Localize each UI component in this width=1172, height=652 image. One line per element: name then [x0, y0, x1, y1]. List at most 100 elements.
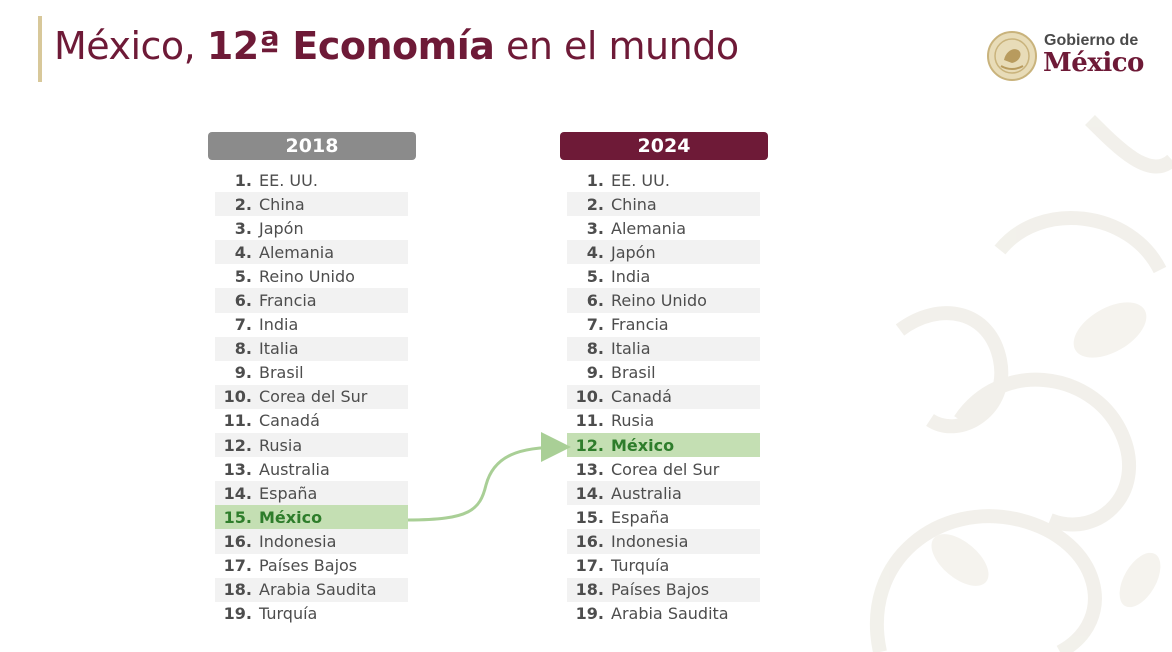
- country-name: Brasil: [259, 363, 304, 383]
- ranking-row: 5. Reino Unido: [215, 264, 408, 288]
- ranking-row: 19. Arabia Saudita: [567, 602, 760, 626]
- title-prefix: México,: [54, 24, 207, 68]
- rank-number: 8.: [234, 339, 252, 359]
- gobierno-logo: Gobierno de México: [986, 28, 1156, 84]
- rank-number: 18.: [223, 580, 252, 600]
- country-name: Australia: [611, 483, 682, 503]
- ranking-row: 17. Países Bajos: [215, 554, 408, 578]
- year-header-2024: 2024: [560, 132, 768, 160]
- ranking-row: 11. Canadá: [215, 409, 408, 433]
- rank-number: 9.: [586, 363, 604, 383]
- rank-number: 3.: [586, 218, 604, 238]
- ranking-2018-column: 2018 1. EE. UU. 2. China 3. Japón 4. Alemania 5.…: [208, 132, 416, 626]
- ranking-row: 14. Australia: [567, 481, 760, 506]
- rank-number: 1.: [586, 170, 604, 190]
- rank-number: 9.: [234, 363, 252, 383]
- rank-number: 11.: [223, 411, 252, 431]
- ranking-row: 3. Japón: [215, 216, 408, 240]
- rank-number: 7.: [586, 315, 604, 335]
- country-name: Italia: [611, 339, 651, 359]
- country-name: México: [611, 435, 675, 455]
- rank-number: 2.: [234, 194, 252, 214]
- logo-line2: México: [1043, 48, 1144, 78]
- country-name: EE. UU.: [259, 170, 318, 190]
- rank-number: 1.: [234, 170, 252, 190]
- rank-number: 17.: [575, 556, 604, 576]
- rank-number: 5.: [586, 266, 604, 286]
- country-name: EE. UU.: [611, 170, 670, 190]
- ranking-row: 9. Brasil: [567, 361, 760, 385]
- rank-number: 3.: [234, 218, 252, 238]
- country-name: México: [259, 507, 323, 527]
- coat-of-arms-icon: [987, 31, 1037, 81]
- ranking-row-highlighted: 12. México: [567, 433, 760, 458]
- country-name: Italia: [259, 339, 299, 359]
- rank-number: 19.: [223, 604, 252, 624]
- country-name: India: [611, 266, 651, 286]
- ranking-row: 10. Canadá: [567, 384, 760, 409]
- rank-number: 13.: [223, 459, 252, 479]
- title-suffix: en el mundo: [494, 24, 739, 68]
- rank-number: 17.: [223, 556, 252, 576]
- ranking-row: 8. Italia: [215, 336, 408, 361]
- rank-number: 10.: [575, 387, 604, 407]
- country-name: Alemania: [611, 218, 687, 238]
- ranking-row: 15. España: [567, 505, 760, 529]
- rank-number: 10.: [223, 387, 252, 407]
- country-name: China: [611, 194, 657, 214]
- country-name: Indonesia: [259, 531, 337, 551]
- ranking-row: 13. Corea del Sur: [567, 457, 760, 481]
- country-name: Francia: [259, 291, 317, 311]
- country-name: India: [259, 315, 299, 335]
- rank-number: 18.: [575, 580, 604, 600]
- country-name: Reino Unido: [259, 266, 355, 286]
- rank-number: 8.: [586, 339, 604, 359]
- country-name: Brasil: [611, 363, 656, 383]
- ranking-row: 6. Francia: [215, 288, 408, 313]
- year-header-2018: 2018: [208, 132, 416, 160]
- country-name: Reino Unido: [611, 291, 707, 311]
- rank-number: 12.: [575, 435, 604, 455]
- ranking-row: 9. Brasil: [215, 361, 408, 385]
- rank-number: 4.: [234, 242, 252, 262]
- ranking-row: 10. Corea del Sur: [215, 384, 408, 409]
- country-name: Arabia Saudita: [611, 604, 729, 624]
- country-name: Japón: [259, 218, 304, 238]
- logo-line1: Gobierno de: [1044, 32, 1139, 49]
- country-name: China: [259, 194, 305, 214]
- ranking-row: 16. Indonesia: [215, 529, 408, 554]
- country-name: Arabia Saudita: [259, 580, 377, 600]
- country-name: Francia: [611, 315, 669, 335]
- country-name: Alemania: [259, 242, 335, 262]
- ranking-row: 1. EE. UU.: [567, 168, 760, 192]
- country-name: Japón: [611, 242, 656, 262]
- rank-number: 15.: [223, 507, 252, 527]
- country-name: Países Bajos: [259, 556, 358, 576]
- rank-number: 14.: [223, 483, 252, 503]
- rank-number: 6.: [586, 291, 604, 311]
- ranking-row: 3. Alemania: [567, 216, 760, 240]
- title-accent-bar: [38, 16, 42, 82]
- country-name: Indonesia: [611, 531, 689, 551]
- rank-number: 19.: [575, 604, 604, 624]
- ranking-2024-list: 1. EE. UU. 2. China 3. Alemania 4. Japón 5. India…: [567, 168, 760, 626]
- ranking-row: 6. Reino Unido: [567, 288, 760, 313]
- ranking-row: 1. EE. UU.: [215, 168, 408, 192]
- rank-number: 2.: [586, 194, 604, 214]
- ranking-row: 17. Turquía: [567, 554, 760, 578]
- ranking-row: 7. Francia: [567, 313, 760, 337]
- ranking-row: 7. India: [215, 313, 408, 337]
- country-name: España: [611, 507, 670, 527]
- ranking-row-highlighted: 15. México: [215, 505, 408, 530]
- country-name: Rusia: [611, 411, 655, 431]
- ranking-row: 2. China: [215, 192, 408, 217]
- rank-number: 5.: [234, 266, 252, 286]
- rank-number: 13.: [575, 459, 604, 479]
- ranking-row: 18. Países Bajos: [567, 577, 760, 602]
- page-title: México, 12ª Economía en el mundo: [54, 22, 739, 70]
- rank-number: 4.: [586, 242, 604, 262]
- ranking-row: 4. Alemania: [215, 240, 408, 265]
- rank-number: 16.: [575, 531, 604, 551]
- country-name: Países Bajos: [611, 580, 710, 600]
- rank-number: 16.: [223, 531, 252, 551]
